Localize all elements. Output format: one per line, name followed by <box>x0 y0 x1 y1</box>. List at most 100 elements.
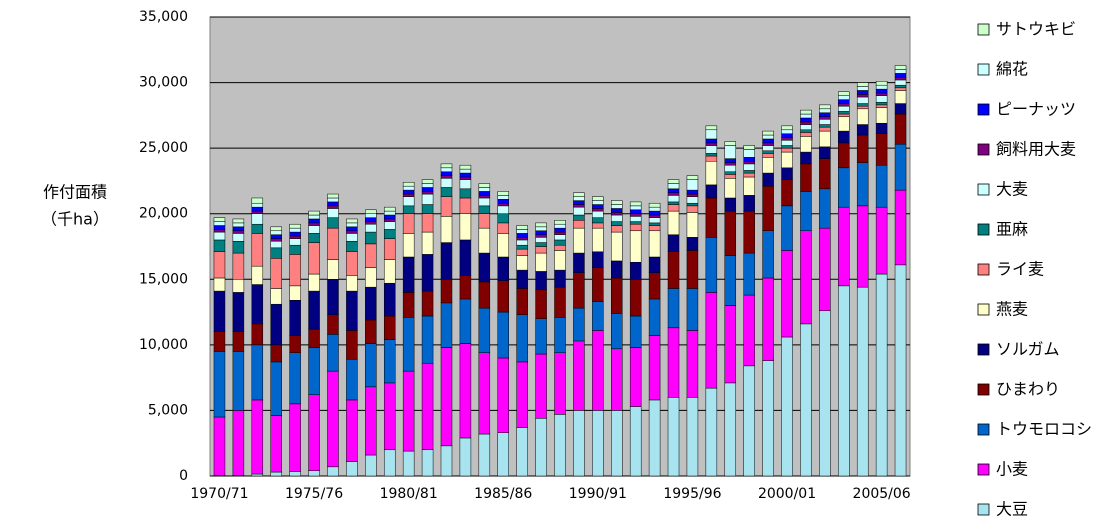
bar-segment <box>478 213 491 229</box>
bar-segment <box>421 231 434 255</box>
bar-segment <box>554 317 566 353</box>
bar-segment <box>516 314 528 363</box>
bar-segment <box>516 225 528 230</box>
bar-segment <box>648 206 661 212</box>
bar-segment <box>232 292 245 332</box>
bar-segment <box>686 330 699 398</box>
bar-segment <box>667 251 680 289</box>
bar-segment <box>327 201 339 207</box>
y-tick-label: 25,000 <box>139 140 188 156</box>
bar-segment <box>478 307 491 353</box>
bar-segment <box>421 315 434 364</box>
bar-segment <box>724 171 737 175</box>
bar-segment <box>838 99 850 104</box>
bar-segment <box>383 259 396 284</box>
bar-segment <box>289 300 301 336</box>
legend-label: ライ麦 <box>996 260 1044 279</box>
bar-segment <box>648 222 661 226</box>
bar-segment <box>308 328 320 348</box>
bar-segment <box>762 360 774 477</box>
bar-segment <box>686 288 699 331</box>
bar-segment <box>592 208 604 212</box>
bar-segment <box>232 252 245 280</box>
bar-segment <box>573 307 585 342</box>
bar-segment <box>819 158 831 190</box>
legend-swatch <box>977 303 990 316</box>
bar-segment <box>573 192 585 197</box>
bar-segment <box>667 327 680 398</box>
bar-segment <box>478 433 491 477</box>
bar-segment <box>743 163 755 171</box>
bar-segment <box>459 188 472 199</box>
bar-segment <box>421 290 434 317</box>
bar-segment <box>346 241 358 252</box>
bar-segment <box>762 277 774 361</box>
bar-segment <box>289 285 301 301</box>
bar-segment <box>440 242 453 280</box>
bar-segment <box>383 449 396 477</box>
bar-segment <box>762 150 774 154</box>
bar-segment <box>781 151 793 169</box>
legend-label: 大豆 <box>996 500 1028 517</box>
bar-segment <box>535 230 547 235</box>
bar-segment <box>686 189 699 195</box>
x-tick-label: 2000/01 <box>758 486 816 502</box>
bar-segment <box>875 133 888 166</box>
bar-segment <box>421 449 434 477</box>
bar-segment <box>383 221 396 230</box>
bar-segment <box>535 418 547 477</box>
bar-segment <box>535 318 547 355</box>
bar-segment <box>459 197 472 214</box>
bar-segment <box>346 461 358 477</box>
y-tick-label: 35,000 <box>139 9 188 25</box>
bar-segment <box>289 471 301 477</box>
bar-segment <box>705 129 718 140</box>
bar-segment <box>611 410 623 477</box>
y-tick-label: 5,000 <box>148 402 188 418</box>
bar-segment <box>270 288 282 305</box>
y-axis-unit: （千ha） <box>41 210 109 229</box>
bar-segment <box>800 163 812 192</box>
bar-segment <box>875 164 888 208</box>
legend-label: 飼料用大麦 <box>996 140 1076 159</box>
bar-segment <box>459 437 472 477</box>
bar-segment <box>327 314 339 335</box>
bar-segment <box>421 193 434 205</box>
bar-segment <box>648 214 661 218</box>
bar-segment <box>213 221 226 226</box>
bar-segment <box>327 227 339 260</box>
bar-segment <box>611 200 623 205</box>
bar-segment <box>781 129 793 134</box>
bar-segment <box>573 227 585 254</box>
bar-segment <box>308 218 320 224</box>
bar-segment <box>421 187 434 192</box>
bar-segment <box>365 319 377 344</box>
bar-segment <box>629 315 642 348</box>
bar-segment <box>459 172 472 178</box>
bar-segment <box>743 161 755 165</box>
bar-segment <box>611 231 623 262</box>
bar-segment <box>648 210 661 216</box>
bar-segment <box>535 234 547 238</box>
bar-segment <box>459 179 472 190</box>
bar-segment <box>516 288 528 315</box>
bar-segment <box>402 193 415 197</box>
bar-segment <box>800 129 812 133</box>
bar-segment <box>648 225 661 232</box>
bar-segment <box>289 235 301 239</box>
bar-segment <box>516 229 528 234</box>
bar-segment <box>440 167 453 172</box>
bar-segment <box>232 241 245 254</box>
bar-segment <box>648 272 661 300</box>
bar-segment <box>497 191 509 196</box>
legend-swatch <box>977 223 990 236</box>
bar-segment <box>686 237 699 251</box>
bar-segment <box>856 96 869 104</box>
bar-segment <box>383 229 396 239</box>
bar-segment <box>327 197 339 203</box>
bar-segment <box>629 221 642 225</box>
bar-segment <box>800 151 812 165</box>
bar-segment <box>875 104 888 108</box>
bar-segment <box>459 298 472 344</box>
bar-segment <box>724 162 737 166</box>
